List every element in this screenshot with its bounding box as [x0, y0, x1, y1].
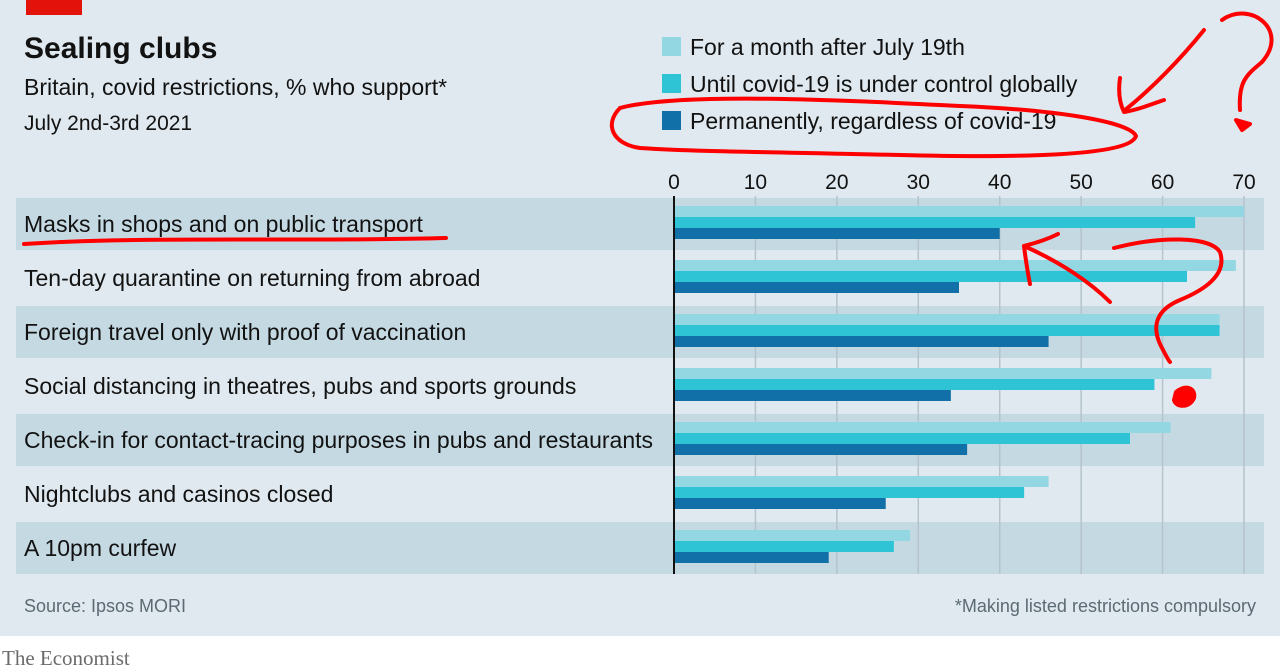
category-labels: Masks in shops and on public transport Te… [24, 211, 653, 561]
bar-series-1 [674, 422, 1171, 433]
bar-series-1 [674, 530, 911, 541]
bar-series-3 [674, 444, 968, 455]
bar-series-2 [674, 487, 1025, 498]
arrow-shaft-annotation [1123, 28, 1206, 112]
footnote: *Making listed restrictions compulsory [955, 596, 1256, 616]
bar-arrow-tail-annotation [1022, 244, 1032, 286]
bar-series-3 [674, 228, 1000, 239]
legend-label: Permanently, regardless of covid-19 [690, 108, 1056, 134]
category-stripes [16, 198, 1264, 574]
x-tick-label: 70 [1232, 171, 1255, 194]
x-tick-label: 50 [1069, 171, 1092, 194]
bar-series-2 [674, 541, 894, 552]
bar-series-1 [674, 260, 1236, 271]
bar-series-1 [674, 476, 1049, 487]
chart-subtitle: Britain, covid restrictions, % who suppo… [24, 74, 447, 100]
category-label: Social distancing in theatres, pubs and … [24, 373, 576, 399]
bar-series-2 [674, 433, 1130, 444]
bar-series-3 [674, 282, 959, 293]
legend-swatch [662, 37, 681, 56]
arrow-head-annotation [1117, 76, 1166, 114]
x-tick-label: 20 [825, 171, 848, 194]
legend-swatch [662, 74, 681, 93]
legend: For a month after July 19th Until covid-1… [662, 34, 1078, 134]
masks-underline-annotation [22, 236, 448, 246]
economist-red-tag [26, 0, 82, 15]
bar-series-3 [674, 552, 829, 563]
economist-logo-text: The Economist [2, 646, 130, 670]
bar-arrow-annotation [1022, 232, 1112, 304]
question-mark-top-annotation [1220, 11, 1274, 112]
chart-date: July 2nd-3rd 2021 [24, 112, 192, 135]
question-mark-dot-mid-annotation [1172, 385, 1197, 408]
legend-swatch [662, 111, 681, 130]
category-label: A 10pm curfew [24, 535, 177, 561]
legend-label: Until covid-19 is under control globally [690, 71, 1078, 97]
legend-circle-annotation [609, 96, 1138, 159]
chart-title: Sealing clubs [24, 32, 217, 65]
x-tick-label: 60 [1151, 171, 1174, 194]
bar-series-2 [674, 271, 1187, 282]
category-label: Ten-day quarantine on returning from abr… [24, 265, 480, 291]
bar-series-1 [674, 206, 1244, 217]
category-label: Nightclubs and casinos closed [24, 481, 333, 507]
x-tick-label: 40 [988, 171, 1011, 194]
x-tick-label: 0 [668, 171, 680, 194]
bar-series-3 [674, 498, 886, 509]
bar-series-2 [674, 379, 1155, 390]
bar-series-1 [674, 368, 1212, 379]
category-label: Foreign travel only with proof of vaccin… [24, 319, 466, 345]
bar-series-2 [674, 325, 1220, 336]
red-annotations [22, 11, 1274, 408]
x-tick-labels: 0 10 20 30 40 50 60 70 [668, 171, 1256, 194]
bar-series-3 [674, 390, 951, 401]
question-mark-mid-annotation [1112, 237, 1224, 364]
bar-series-3 [674, 336, 1049, 347]
category-label: Check-in for contact-tracing purposes in… [24, 427, 653, 453]
question-mark-dot-top-annotation [1234, 118, 1252, 132]
bars [674, 206, 1244, 563]
bar-series-1 [674, 314, 1220, 325]
x-tick-label: 10 [744, 171, 767, 194]
row-stripe [16, 522, 1264, 574]
source-note: Source: Ipsos MORI [24, 596, 186, 616]
category-label: Masks in shops and on public transport [24, 211, 423, 237]
x-tick-label: 30 [907, 171, 930, 194]
bar-series-2 [674, 217, 1196, 228]
legend-label: For a month after July 19th [690, 34, 965, 60]
